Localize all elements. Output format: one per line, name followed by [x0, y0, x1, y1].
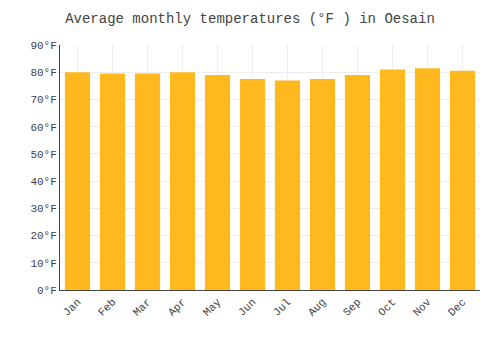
svg-text:Average monthly temperatures (: Average monthly temperatures (°F ) in Oe…	[65, 11, 435, 27]
svg-text:Nov: Nov	[411, 296, 434, 319]
svg-text:30°F: 30°F	[30, 203, 56, 215]
svg-text:40°F: 40°F	[30, 176, 56, 188]
svg-text:Jun: Jun	[236, 296, 258, 318]
svg-text:10°F: 10°F	[30, 258, 56, 270]
svg-text:20°F: 20°F	[30, 230, 56, 242]
svg-text:60°F: 60°F	[30, 122, 56, 134]
svg-text:Jan: Jan	[61, 296, 83, 318]
svg-text:Sep: Sep	[341, 296, 363, 318]
svg-text:May: May	[201, 296, 224, 319]
svg-text:Dec: Dec	[446, 296, 468, 318]
svg-text:90°F: 90°F	[30, 40, 56, 52]
svg-text:Aug: Aug	[306, 296, 328, 318]
svg-text:Jul: Jul	[271, 296, 293, 318]
svg-text:50°F: 50°F	[30, 149, 56, 161]
svg-text:Oct: Oct	[376, 296, 398, 318]
svg-text:Apr: Apr	[166, 296, 188, 318]
svg-text:Feb: Feb	[96, 296, 118, 318]
svg-text:Mar: Mar	[131, 296, 153, 318]
svg-text:70°F: 70°F	[30, 94, 56, 106]
svg-text:0°F: 0°F	[37, 285, 57, 297]
svg-text:80°F: 80°F	[30, 67, 56, 79]
